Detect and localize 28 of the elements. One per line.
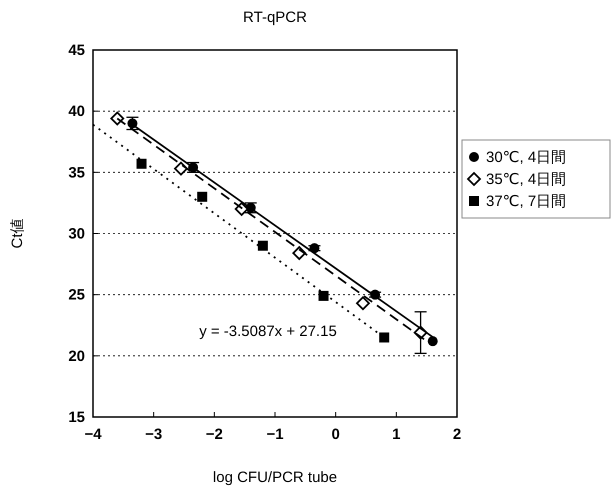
y-axis-title: Ct値 bbox=[9, 218, 26, 248]
point bbox=[136, 158, 147, 169]
y-tick-label: 35 bbox=[68, 164, 85, 182]
x-tick-label: −3 bbox=[145, 426, 162, 443]
legend-label: 37℃, 7日間 bbox=[486, 193, 566, 210]
point bbox=[309, 243, 320, 254]
y-tick-label: 20 bbox=[68, 348, 85, 365]
y-tick-label: 25 bbox=[68, 286, 85, 304]
x-tick-label: −4 bbox=[84, 426, 102, 443]
point bbox=[318, 290, 329, 301]
x-tick-label: 1 bbox=[392, 426, 401, 443]
point bbox=[197, 192, 208, 202]
x-tick-label: −1 bbox=[266, 426, 284, 443]
x-axis-title: log CFU/PCR tube bbox=[212, 469, 338, 486]
annotation: y = -3.5087x + 27.15 bbox=[199, 323, 337, 340]
x-tick-label: −2 bbox=[206, 426, 223, 443]
point bbox=[356, 296, 370, 310]
legend-label: 35℃, 4日間 bbox=[486, 171, 566, 188]
y-tick-label: 45 bbox=[68, 42, 85, 59]
x-tick-label: 0 bbox=[331, 426, 340, 443]
point bbox=[258, 240, 268, 251]
chart-title: RT-qPCR bbox=[243, 9, 308, 26]
y-tick-label: 30 bbox=[68, 226, 85, 242]
y-tick-label: 40 bbox=[68, 103, 85, 120]
y-tick-label: 15 bbox=[68, 409, 85, 426]
x-tick-label: 2 bbox=[452, 426, 462, 443]
point bbox=[379, 332, 390, 342]
legend-label: 30℃, 4日間 bbox=[486, 149, 566, 166]
